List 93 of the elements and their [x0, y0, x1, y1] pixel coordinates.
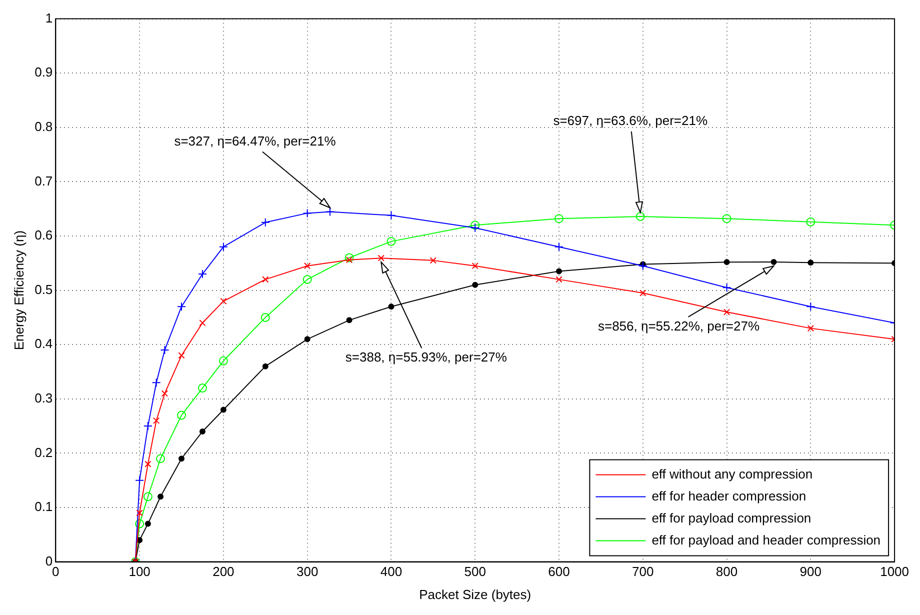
- point: [470, 220, 480, 230]
- point: [144, 460, 152, 468]
- point: [199, 428, 206, 434]
- y-tick-label: 0.5: [34, 282, 53, 297]
- point: [472, 282, 478, 288]
- point: [135, 519, 144, 528]
- point: [640, 290, 646, 296]
- point: [723, 308, 730, 316]
- y-tick-label: 1: [45, 10, 53, 26]
- point: [378, 254, 384, 262]
- y-tick-label: 0.8: [34, 118, 53, 134]
- point: [153, 417, 160, 424]
- point: [636, 212, 645, 221]
- point: [160, 346, 170, 355]
- point: [198, 384, 207, 393]
- y-tick-label: 0: [45, 553, 53, 568]
- x-tick-label: 300: [296, 564, 318, 580]
- point: [554, 242, 564, 252]
- point: [220, 298, 227, 304]
- point: [218, 242, 228, 252]
- point: [724, 259, 730, 266]
- point: [136, 510, 143, 516]
- point: [388, 304, 394, 310]
- point: [304, 262, 311, 270]
- point: [346, 256, 353, 264]
- point: [262, 276, 269, 283]
- point: [806, 302, 816, 312]
- point: [220, 406, 226, 413]
- point: [304, 336, 310, 342]
- point: [556, 276, 562, 283]
- annotation: s=327, η=64.47%, per=21%: [174, 133, 336, 148]
- point: [144, 520, 151, 527]
- y-axis-title: Energy Efficiency (η): [11, 230, 26, 350]
- y-tick-label: 0.7: [34, 173, 53, 188]
- point: [161, 390, 168, 397]
- x-tick-label: 600: [548, 564, 570, 580]
- x-axis-title: Packet Size (bytes): [419, 586, 532, 602]
- point: [178, 456, 184, 462]
- x-tick-label: 500: [464, 564, 486, 580]
- point: [302, 274, 312, 284]
- point: [430, 257, 436, 264]
- point: [198, 270, 207, 279]
- point: [177, 302, 186, 312]
- x-tick-label: 400: [380, 564, 402, 580]
- point: [178, 352, 185, 359]
- y-tick-label: 0.3: [34, 390, 53, 406]
- y-tick-label: 0.1: [34, 499, 53, 514]
- point: [262, 363, 268, 370]
- point: [143, 492, 152, 502]
- point: [218, 356, 228, 366]
- annotation: s=388, η=55.93%, per=27%: [345, 350, 508, 365]
- point: [260, 312, 270, 322]
- legend-label: eff for payload and header compression: [652, 532, 881, 548]
- point: [470, 223, 480, 232]
- x-tick-label: 100: [128, 564, 150, 580]
- x-tick-label: 700: [632, 564, 654, 580]
- point: [554, 214, 564, 224]
- point: [346, 317, 352, 324]
- point: [770, 258, 777, 265]
- point: [156, 454, 166, 464]
- point: [386, 236, 396, 246]
- point: [143, 422, 152, 431]
- point: [722, 214, 732, 224]
- legend-label: eff without any compression: [652, 466, 813, 482]
- point: [807, 324, 814, 332]
- point: [158, 494, 164, 500]
- point: [302, 208, 312, 218]
- point: [808, 260, 814, 266]
- point: [344, 253, 354, 262]
- y-tick-label: 0.2: [34, 444, 53, 460]
- x-tick-label: 1000: [880, 564, 909, 580]
- point: [199, 320, 206, 326]
- annotation: s=697, η=63.6%, per=21%: [553, 113, 708, 128]
- point: [177, 410, 186, 420]
- x-tick-label: 800: [716, 564, 738, 580]
- point: [472, 262, 478, 270]
- point: [386, 210, 396, 220]
- point: [152, 378, 161, 388]
- y-tick-label: 0.9: [34, 64, 53, 80]
- point: [135, 476, 144, 485]
- point: [722, 283, 732, 292]
- point: [556, 268, 562, 274]
- y-tick-label: 0.4: [34, 336, 53, 352]
- y-tick-label: 0.6: [34, 228, 53, 243]
- annotation: s=856, η=55.22%, per=27%: [598, 318, 760, 334]
- point: [325, 207, 334, 216]
- x-tick-label: 900: [800, 564, 822, 580]
- legend-label: eff for header compression: [652, 488, 806, 504]
- point: [260, 218, 270, 227]
- x-tick-label: 200: [212, 564, 234, 580]
- legend-label: eff for payload compression: [652, 510, 812, 526]
- point: [638, 261, 648, 270]
- point: [806, 217, 816, 226]
